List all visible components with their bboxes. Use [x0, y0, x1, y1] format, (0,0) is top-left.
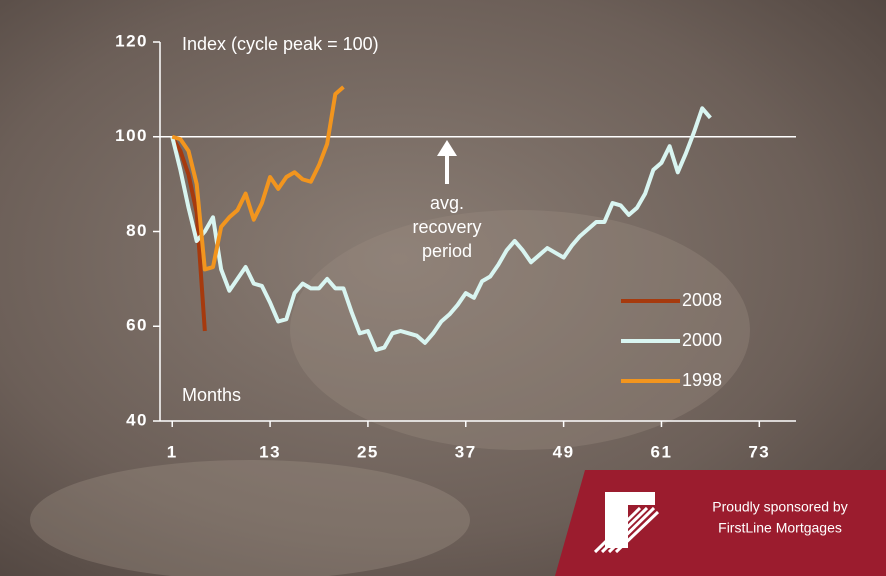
y-axis-label: Index (cycle peak = 100)	[182, 34, 379, 54]
y-tick-label: 40	[126, 410, 148, 429]
x-tick-label: 49	[553, 442, 575, 461]
legend-label: 2008	[682, 290, 722, 310]
y-tick-label: 120	[115, 31, 148, 50]
y-tick-label: 60	[126, 316, 148, 335]
x-tick-label: 25	[357, 442, 379, 461]
annotation: avg.	[430, 193, 464, 213]
x-tick-label: 37	[455, 442, 477, 461]
legend-label: 2000	[682, 330, 722, 350]
photo-shade	[30, 460, 470, 576]
y-tick-label: 100	[115, 126, 148, 145]
x-tick-label: 61	[651, 442, 673, 461]
y-tick-label: 80	[126, 221, 148, 240]
chart: 40 60 80 100 120 1 13 25 37 49 61 73 Index (cycle pe…	[0, 0, 886, 576]
x-tick-label: 73	[748, 442, 770, 461]
annotation: recovery	[412, 217, 481, 237]
legend-label: 1998	[682, 370, 722, 390]
sponsor-text: FirstLine Mortgages	[718, 520, 842, 536]
x-tick-label: 13	[259, 442, 281, 461]
sponsor-text: Proudly sponsored by	[712, 499, 847, 515]
x-axis-label: Months	[182, 385, 241, 405]
x-tick-label: 1	[167, 442, 178, 461]
annotation: period	[422, 241, 472, 261]
